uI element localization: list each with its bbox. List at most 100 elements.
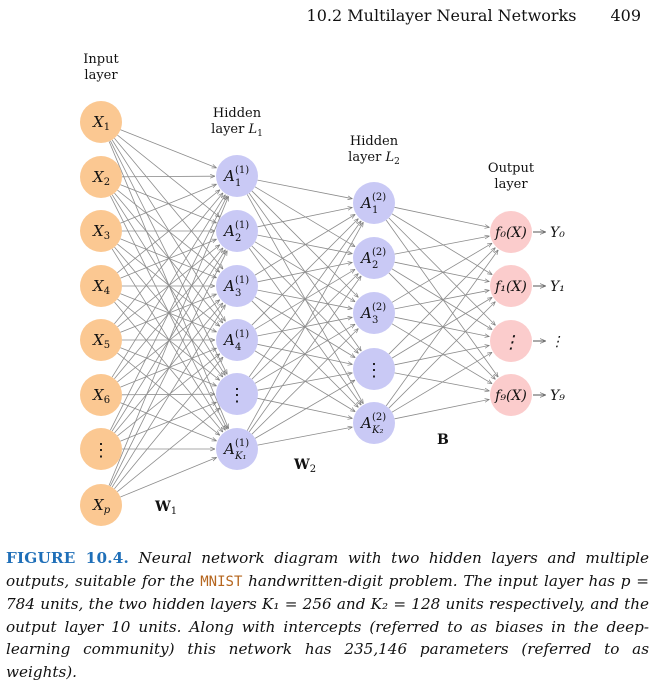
figure-caption: FIGURE 10.4. Neural network diagram with… [6,547,649,684]
input-node-circle [80,484,122,526]
hidden-node-sup: (1) [235,220,249,231]
edge-l2-2-2 [394,316,490,336]
weight-w1-label: W1 [154,499,177,517]
edge-l0-0-3 [111,139,225,321]
output-node-label: f₉(X) [494,388,527,404]
hidden-node-sup: (2) [372,247,386,258]
hidden-node-sub: 4 [235,342,241,353]
input-node-5: X6 [80,374,122,416]
hidden-node-sup: (2) [372,302,386,313]
hidden1-node-4: ⋮ [216,373,258,415]
output-node-1: f₁(X) [490,265,532,307]
hidden-node-sub: 1 [372,205,378,216]
hidden1-node-3: A (1) 4 [216,319,258,361]
edge-l1-5-4 [257,427,353,446]
caption-text-2: handwritten-digit problem. The input lay… [6,571,649,681]
weight-labels: W1 W2 B [154,432,449,517]
input-node-label: X5 [92,331,110,351]
hidden1-node-circle [216,319,258,361]
input-node-circle [80,265,122,307]
input-node-7: Xp [80,484,122,526]
output-node-label: ⋮ [502,332,520,353]
caption-code: MNIST [200,573,243,590]
input-node-circle [80,101,122,143]
weight-w2-label: W2 [293,457,316,475]
edge-l0-4-0 [114,193,223,325]
hidden-node-sub: 3 [235,288,241,299]
edge-l0-6-3 [117,354,219,437]
hidden1-node-circle [216,373,258,415]
hidden-node-label: A [222,277,235,295]
edge-l2-4-1 [388,302,496,409]
hidden-node-sup: (2) [372,412,386,423]
output-node-circle [490,211,532,253]
edge-l0-6-0 [110,196,227,431]
hidden-node-sub: 1 [235,178,241,189]
output-label-0: Y₀ [550,225,565,241]
edge-l0-5-0 [111,195,225,378]
hidden-node-sub: 2 [372,260,378,271]
hidden2-node-circle [353,182,395,224]
hidden-layer-2-label-line: Hidden [350,134,399,149]
hidden-node-label: A [222,331,235,349]
input-node-label: X3 [92,222,110,242]
edge-l0-7-3 [114,357,223,490]
connection-edges [108,129,546,498]
edge-l0-2-3 [117,243,219,326]
edge-l0-7-2 [111,305,225,488]
section-title: 10.2 Multilayer Neural Networks [306,6,577,25]
hidden-node-sub: K₂ [371,425,383,436]
input-node-circle [80,210,122,252]
edge-l0-0-4 [110,140,227,374]
weight-b-label: B [437,432,449,448]
hidden-node-label: A [222,167,235,185]
ellipsis-label: ⋮ [92,440,110,461]
edge-l2-4-3 [394,399,490,420]
input-node-2: X3 [80,210,122,252]
ellipsis-label: ⋮ [228,385,246,406]
edge-l1-5-2 [251,329,359,435]
edge-l1-0-0 [257,179,353,199]
hidden-layer-1-label-line: layer L1 [211,122,263,139]
hidden2-node-circle [353,237,395,279]
edge-l2-0-1 [391,213,492,275]
input-node-label: X2 [92,168,110,188]
edge-l2-2-0 [391,243,492,303]
output-node-label: f₀(X) [494,225,527,241]
hidden1-node-2: A (1) 3 [216,265,258,307]
hidden1-node-circle [216,428,258,470]
hidden-node-label: A [359,249,372,267]
hidden2-node-3: ⋮ [353,348,395,390]
input-node-circle [80,428,122,470]
hidden2-node-circle [353,402,395,444]
edge-l0-2-4 [114,246,223,377]
edge-l0-3-0 [117,190,220,274]
edge-l0-1-0 [121,176,215,177]
output-layer-label-line: Output [488,161,535,176]
output-node-3: f₉(X) [490,374,532,416]
hidden-node-sup: (1) [235,275,249,286]
hidden-layer-1-label-line: Hidden [213,106,262,121]
edge-l2-1-0 [394,236,490,255]
input-node-label: X1 [92,113,110,133]
input-node-circle [80,374,122,416]
input-node-0: X1 [80,101,122,143]
output-label-3: Y₉ [550,388,565,404]
hidden-node-label: A [222,440,235,458]
hidden2-node-4: A (2) K₂ [353,402,395,444]
input-node-label: Xp [92,496,111,516]
edge-l1-5-1 [248,276,361,433]
hidden-layer-2-label-line: layer L2 [348,150,400,167]
input-node-6: ⋮ [80,428,122,470]
hidden-node-sub: K₁ [234,451,246,462]
hidden2-node-circle [353,292,395,334]
edge-l1-1-0 [257,207,353,228]
page-number: 409 [610,6,641,25]
edge-l2-1-3 [388,272,496,380]
input-node-label: X4 [92,277,110,297]
input-node-circle [80,156,122,198]
